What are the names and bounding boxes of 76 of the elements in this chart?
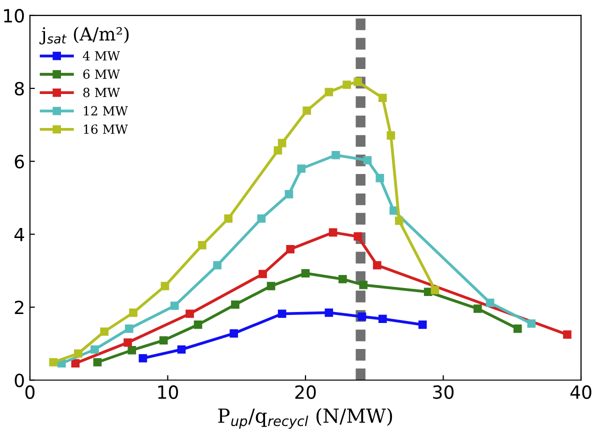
x-tick-label: 30 xyxy=(433,385,454,399)
legend-label: 6 MW xyxy=(83,69,120,79)
point xyxy=(231,300,240,309)
point xyxy=(274,146,282,155)
point xyxy=(324,308,334,317)
x-axis-title: P$_{up}$/q$_{recycl}$ (N/MW) xyxy=(218,408,392,429)
legend-title: j$_{sat}$ (A/m²) xyxy=(39,26,129,44)
point xyxy=(359,280,368,290)
x-tick-label: 10 xyxy=(158,385,178,399)
point xyxy=(358,312,366,321)
point xyxy=(342,80,351,89)
point xyxy=(128,346,136,354)
point xyxy=(284,190,294,198)
y-tick-label: 0 xyxy=(14,374,24,388)
point xyxy=(474,304,482,313)
point xyxy=(93,358,102,366)
point xyxy=(213,261,222,270)
point xyxy=(278,310,286,318)
legend-label: 16 MW xyxy=(84,124,128,134)
point xyxy=(224,214,233,223)
y-tick-label: 10 xyxy=(4,8,24,23)
point xyxy=(194,320,202,329)
point xyxy=(124,338,132,347)
point xyxy=(354,78,362,86)
point xyxy=(513,324,522,333)
point xyxy=(527,319,536,328)
point xyxy=(386,131,396,140)
point xyxy=(266,282,276,290)
point xyxy=(124,324,134,333)
point xyxy=(230,329,238,338)
point xyxy=(258,270,267,278)
point xyxy=(129,308,138,317)
y-tick-label: 2 xyxy=(14,300,24,314)
point xyxy=(297,164,306,173)
point xyxy=(328,228,338,237)
point xyxy=(372,261,382,270)
point xyxy=(376,174,384,182)
point xyxy=(395,216,404,225)
point xyxy=(302,106,312,115)
point xyxy=(74,349,82,358)
legend-label: 8 MW xyxy=(83,88,120,98)
point xyxy=(301,269,310,278)
y-tick-label: 8 xyxy=(14,82,24,96)
point xyxy=(354,232,362,241)
point xyxy=(424,288,432,296)
point xyxy=(198,241,206,250)
y-tick-label: 6 xyxy=(14,154,24,168)
y-tick-label: 4 xyxy=(14,228,24,242)
point xyxy=(363,156,372,164)
point xyxy=(90,345,99,354)
legend-label: 12 MW xyxy=(84,106,128,116)
point xyxy=(71,359,80,368)
point xyxy=(100,327,109,336)
point xyxy=(430,286,440,294)
point xyxy=(418,320,427,329)
x-tick-label: 20 xyxy=(295,385,316,399)
x-tick-label: 40 xyxy=(570,385,592,399)
point xyxy=(378,94,387,102)
x-tick-label: 0 xyxy=(25,385,34,399)
point xyxy=(338,274,347,284)
point xyxy=(332,150,340,160)
point xyxy=(378,314,387,324)
point xyxy=(486,298,494,307)
point xyxy=(177,345,186,354)
point xyxy=(324,88,334,96)
point xyxy=(160,282,170,290)
point xyxy=(563,330,572,339)
point xyxy=(49,358,58,366)
point xyxy=(286,245,294,254)
point xyxy=(138,354,148,362)
point xyxy=(170,302,179,310)
legend-label: 4 MW xyxy=(82,51,120,60)
point xyxy=(257,214,266,223)
point xyxy=(278,138,286,148)
point xyxy=(186,310,194,318)
point xyxy=(159,336,168,345)
